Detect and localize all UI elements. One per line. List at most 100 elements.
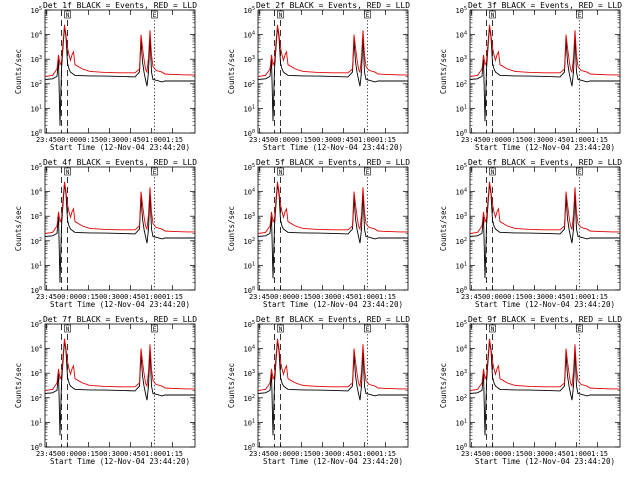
x-tick-label: 00:45 [545,136,566,144]
marker-box [277,167,284,176]
y-tick-label: 101 [456,418,467,427]
marker-box [151,167,158,176]
series-line-lld [257,181,408,234]
y-tick-label: 104 [31,188,42,197]
y-tick-label: 101 [244,418,255,427]
marker-box [64,324,71,333]
x-axis-label: Start Time (12-Nov-04 23:44:20) [50,143,190,152]
y-tick-label: 101 [31,418,42,427]
series-line-events [257,27,408,122]
chart-title: Det 6f BLACK = Events, RED = LLD [468,158,622,167]
x-tick-label: 00:45 [333,450,354,458]
x-tick-label: 01:15 [375,450,396,458]
x-tick-label: 01:15 [587,450,608,458]
y-tick-label: 105 [244,163,255,172]
y-tick-label: 101 [244,261,255,270]
marker-box-label: N [66,326,70,333]
plot-frame [44,323,196,448]
x-tick-label: 00:30 [99,450,120,458]
y-tick-label: 104 [31,31,42,40]
marker-box [364,10,371,19]
x-tick-label: 00:30 [312,293,333,301]
x-tick-label: 00:15 [503,450,524,458]
chart-panel-9: Det 9f BLACK = Events, RED = LLD 100 101 10… [439,315,622,466]
series-line-events [257,184,408,279]
y-tick-label: 103 [31,55,42,64]
chart-panel-7: Det 7f BLACK = Events, RED = LLD 100 101 10… [14,315,197,466]
y-tick-label: 102 [456,80,467,89]
x-tick-label: 00:00 [57,293,78,301]
x-axis-label: Start Time (12-Nov-04 23:44:20) [475,457,615,466]
x-tick-label: 00:15 [291,136,312,144]
series-line-events [44,341,195,436]
chart-title: Det 9f BLACK = Events, RED = LLD [468,315,622,324]
y-axis-label: Counts/sec [14,49,23,94]
y-axis-label: Counts/sec [439,363,448,408]
x-tick-label: 00:15 [503,136,524,144]
x-tick-label: 23:45 [36,293,57,301]
y-tick-label: 100 [456,129,467,138]
x-tick-label: 00:45 [545,293,566,301]
x-tick-label: 00:15 [78,136,99,144]
chart-title: Det 4f BLACK = Events, RED = LLD [43,158,197,167]
plot-frame [257,166,409,291]
chart-title: Det 2f BLACK = Events, RED = LLD [256,1,410,10]
y-axis-label: Counts/sec [227,363,236,408]
x-tick-label: 23:45 [249,450,270,458]
y-tick-label: 103 [244,369,255,378]
series-line-events [469,27,620,122]
x-tick-label: 00:00 [57,136,78,144]
series-line-events [469,341,620,436]
y-tick-label: 100 [244,129,255,138]
y-tick-label: 105 [244,6,255,15]
plot-frame [469,166,621,291]
y-tick-label: 105 [456,320,467,329]
marker-box-label: N [279,326,283,333]
plot-frame [257,9,409,134]
series-line-lld [469,181,620,234]
x-tick-label: 00:45 [333,136,354,144]
y-tick-label: 100 [456,286,467,295]
y-tick-label: 103 [244,55,255,64]
x-tick-label: 00:00 [270,450,291,458]
y-tick-label: 105 [244,320,255,329]
x-tick-label: 00:30 [524,136,545,144]
y-tick-label: 104 [456,345,467,354]
x-tick-label: 00:00 [270,136,291,144]
chart-title: Det 5f BLACK = Events, RED = LLD [256,158,410,167]
marker-box [576,167,583,176]
y-tick-label: 103 [31,369,42,378]
x-tick-label: 23:45 [461,450,482,458]
y-tick-label: 101 [456,104,467,113]
series-line-lld [44,24,195,77]
x-tick-label: 01:00 [141,293,162,301]
x-tick-label: 01:15 [587,136,608,144]
series-line-lld [469,338,620,391]
y-tick-label: 102 [31,394,42,403]
x-tick-label: 01:15 [162,136,183,144]
marker-box-label: N [491,326,495,333]
x-tick-label: 00:45 [545,450,566,458]
x-tick-label: 00:30 [312,136,333,144]
marker-box-label: E [578,326,582,333]
marker-box-label: N [66,169,70,176]
marker-box-label: N [66,12,70,19]
x-tick-label: 00:30 [524,450,545,458]
marker-box-label: E [153,12,157,19]
y-tick-label: 104 [244,188,255,197]
x-tick-label: 23:45 [36,136,57,144]
y-tick-label: 102 [31,237,42,246]
x-axis-label: Start Time (12-Nov-04 23:44:20) [50,300,190,309]
y-tick-label: 102 [244,237,255,246]
y-tick-label: 105 [456,6,467,15]
y-tick-label: 102 [456,237,467,246]
x-axis-label: Start Time (12-Nov-04 23:44:20) [263,457,403,466]
x-tick-label: 01:15 [162,450,183,458]
chart-panel-2: Det 2f BLACK = Events, RED = LLD 100 101 10… [227,1,410,152]
y-axis-label: Counts/sec [227,49,236,94]
y-tick-label: 103 [456,212,467,221]
x-tick-label: 01:15 [587,293,608,301]
x-tick-label: 00:00 [482,136,503,144]
x-tick-label: 00:15 [291,450,312,458]
x-tick-label: 00:45 [120,136,141,144]
